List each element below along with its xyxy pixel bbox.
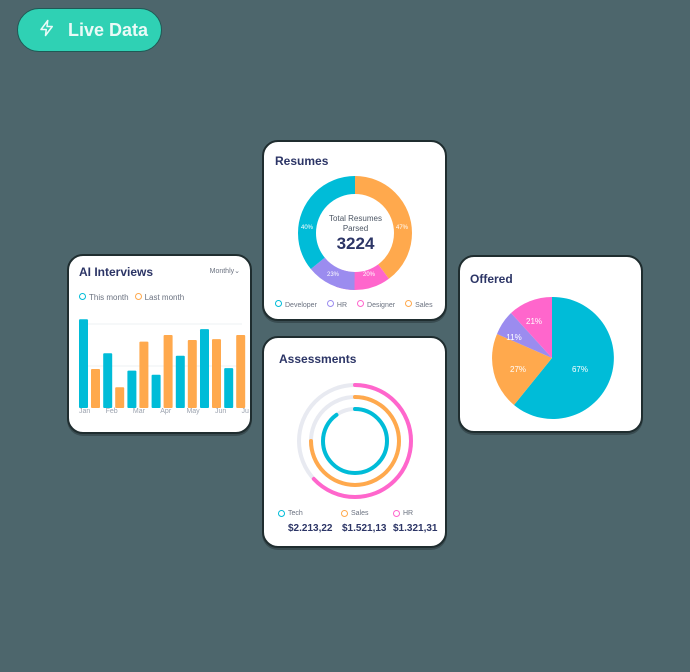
bar-jan-last-month[interactable] xyxy=(91,368,100,408)
bar-may-this-month[interactable] xyxy=(175,355,185,408)
ai-interviews-title: AI Interviews xyxy=(79,265,154,279)
circle-icon xyxy=(393,510,400,517)
resumes-total: 3224 xyxy=(336,234,375,253)
legend-item-this-month[interactable]: This month xyxy=(79,293,129,302)
legend-item-last-month[interactable]: Last month xyxy=(134,293,184,302)
offered-pie-chart: 67% 27% 11% 21% xyxy=(492,296,614,419)
resumes-donut-chart: 47% 20% 23% 40% xyxy=(298,176,412,290)
interviews-bar-chart xyxy=(79,319,246,408)
bar-mar-last-month[interactable] xyxy=(139,341,149,408)
x-axis-labels: Jan Feb Mar Apr May Jun Ju xyxy=(79,408,249,415)
bar-may-last-month[interactable] xyxy=(187,339,197,408)
circle-icon xyxy=(341,510,348,517)
lightning-icon xyxy=(38,19,56,42)
svg-text:27%: 27% xyxy=(510,365,526,374)
bar-jun-last-month[interactable] xyxy=(212,339,221,408)
sales-value: $1.521,13 xyxy=(342,523,387,534)
svg-text:11%: 11% xyxy=(506,333,521,342)
bar-jul-this-month[interactable] xyxy=(224,368,234,408)
circle-icon xyxy=(405,300,413,307)
circle-icon xyxy=(278,510,285,517)
resumes-card: Resumes 47% 20% 23% 40% Total Resumes Pa… xyxy=(262,140,447,321)
svg-text:67%: 67% xyxy=(572,365,588,374)
legend-item-hr[interactable]: HR xyxy=(393,510,413,517)
bar-jan-this-month[interactable] xyxy=(79,319,88,408)
svg-text:21%: 21% xyxy=(526,317,542,326)
offered-card: Offered 67% 27% 11% 21% xyxy=(458,255,643,433)
resumes-center-label: Total Resumes Parsed xyxy=(329,214,382,233)
legend-item-tech[interactable]: Tech xyxy=(278,510,303,517)
svg-text:23%: 23% xyxy=(327,272,340,278)
circle-icon xyxy=(326,300,334,307)
interviews-legend: This month Last month xyxy=(79,293,184,302)
period-dropdown[interactable]: Monthly⌄ xyxy=(209,268,240,275)
circle-icon xyxy=(275,300,282,307)
live-data-label: Live Data xyxy=(68,19,149,40)
bar-feb-last-month[interactable] xyxy=(115,387,125,408)
offered-title: Offered xyxy=(470,272,513,286)
legend-item-sales[interactable]: Sales xyxy=(405,300,433,309)
svg-text:20%: 20% xyxy=(363,272,376,278)
legend-item-hr[interactable]: HR xyxy=(326,300,347,309)
tech-value: $2.213,22 xyxy=(288,523,333,534)
legend-item-sales[interactable]: Sales xyxy=(341,510,369,517)
circle-icon xyxy=(79,293,86,300)
live-data-badge[interactable]: Live Data xyxy=(17,8,162,52)
resumes-legend: Developer HR Designer Sales xyxy=(275,300,433,309)
legend-item-designer[interactable]: Designer xyxy=(357,300,395,309)
assessments-radial-chart xyxy=(297,383,413,499)
bar-apr-this-month[interactable] xyxy=(151,374,161,408)
hr-value: $1.321,31 xyxy=(393,523,438,534)
assessments-card: Assessments Tech Sales HR $2.213,22 $1.5… xyxy=(262,336,447,548)
resumes-title: Resumes xyxy=(275,154,329,168)
svg-text:47%: 47% xyxy=(396,225,409,231)
bar-jun-this-month[interactable] xyxy=(200,329,209,408)
bar-jul-last-month[interactable] xyxy=(236,334,246,408)
svg-text:40%: 40% xyxy=(301,225,314,231)
assessments-title: Assessments xyxy=(279,352,357,366)
bar-apr-last-month[interactable] xyxy=(163,334,173,408)
legend-item-developer[interactable]: Developer xyxy=(275,300,317,309)
bar-feb-this-month[interactable] xyxy=(103,353,113,408)
circle-icon xyxy=(357,300,365,307)
ai-interviews-card: AI Interviews Monthly⌄ This month Last m… xyxy=(67,254,252,434)
circle-icon xyxy=(134,293,142,300)
bar-mar-this-month[interactable] xyxy=(127,370,137,408)
chevron-down-icon: ⌄ xyxy=(234,268,240,275)
